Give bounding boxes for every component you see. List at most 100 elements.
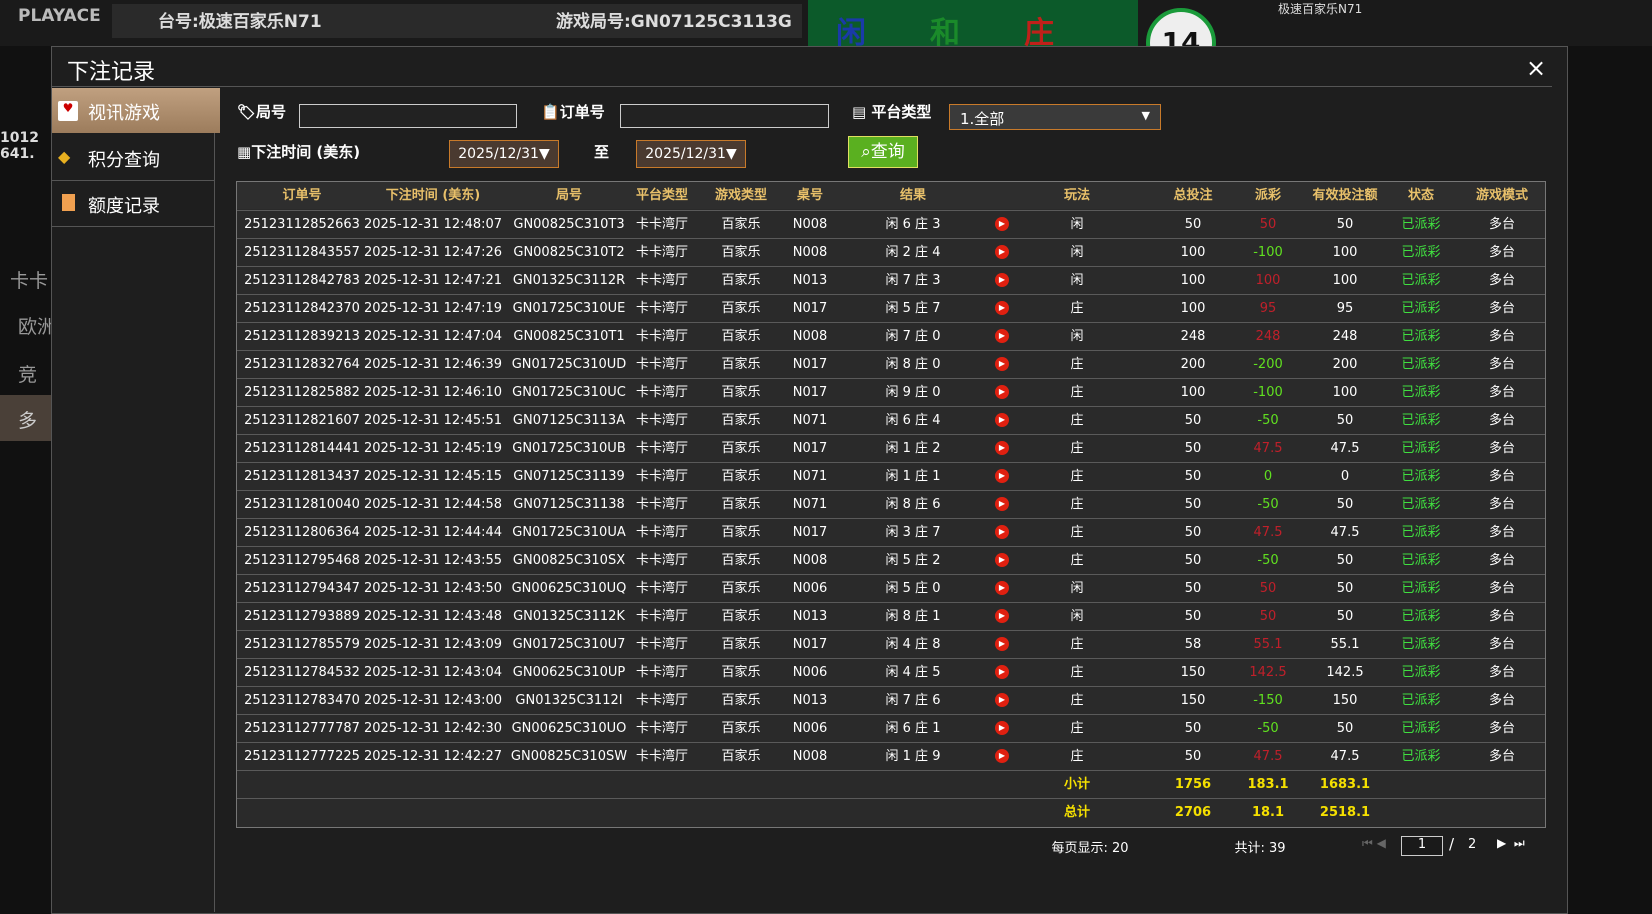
close-button[interactable]: ×: [1526, 54, 1547, 82]
cell: 闲 8 庄 6: [885, 497, 941, 512]
cell: N013: [792, 273, 828, 288]
table-row: 25123112842370 2025-12-31 12:47:19 GN01725…: [237, 294, 1545, 322]
cell: 多台: [1488, 385, 1516, 400]
nav-item[interactable]: 积分查询: [88, 150, 160, 171]
video-icon[interactable]: ▶: [995, 441, 1009, 455]
dialog-title: 下注记录: [67, 60, 156, 85]
video-icon[interactable]: ▶: [995, 609, 1009, 623]
video-icon[interactable]: ▶: [995, 273, 1009, 287]
cell: 150: [1180, 665, 1206, 680]
video-icon[interactable]: ▶: [995, 553, 1009, 567]
cell: 多台: [1488, 665, 1516, 680]
query-button[interactable]: ⌕查询: [848, 136, 918, 168]
cell: 庄: [1070, 693, 1084, 708]
cell: 25123112783470: [244, 693, 360, 708]
cell: 已派彩: [1401, 217, 1441, 232]
cell: 2025-12-31 12:48:07: [363, 217, 503, 232]
cell: 百家乐: [721, 693, 761, 708]
nav-item[interactable]: 视讯游戏: [88, 103, 160, 124]
video-icon[interactable]: ▶: [995, 301, 1009, 315]
total-cell: 18.1: [1251, 805, 1285, 820]
cell: 多台: [1488, 693, 1516, 708]
total-cell: 2706: [1174, 805, 1212, 820]
table-header: 订单号 下注时间 (美东) 局号 平台类型 游戏类型 桌号 结果 玩法 总投注 派彩 有效投注额 状态…: [237, 182, 1545, 209]
cell: GN01725C310UB: [512, 441, 626, 456]
cell: 闲 6 庄 1: [885, 721, 941, 736]
video-icon[interactable]: ▶: [995, 245, 1009, 259]
cell: 多台: [1488, 553, 1516, 568]
cell: 闲: [1070, 609, 1084, 624]
cell: 2025-12-31 12:45:15: [363, 469, 503, 484]
column-header: 总投注: [1173, 188, 1213, 203]
video-icon[interactable]: ▶: [995, 357, 1009, 371]
cell: -100: [1253, 245, 1283, 260]
date-to[interactable]: 2025/12/31▼: [636, 140, 746, 168]
cell: 闲 7 庄 0: [885, 329, 941, 344]
table-row: 25123112810040 2025-12-31 12:44:58 GN07125…: [237, 490, 1545, 518]
cell: -150: [1253, 693, 1283, 708]
video-icon[interactable]: ▶: [995, 665, 1009, 679]
video-icon[interactable]: ▶: [995, 721, 1009, 735]
page-input[interactable]: 1: [1401, 836, 1443, 856]
round-label: 🏷局号: [237, 103, 287, 121]
bet-player: 闲: [836, 16, 866, 51]
cell: 百家乐: [721, 273, 761, 288]
column-header: 状态: [1407, 188, 1435, 203]
cell: 多台: [1488, 301, 1516, 316]
cell: 闲 5 庄 2: [885, 553, 941, 568]
video-icon[interactable]: ▶: [995, 497, 1009, 511]
cell: 闲 4 庄 8: [885, 637, 941, 652]
platform-select[interactable]: 1.全部 ▼: [949, 104, 1161, 130]
video-icon[interactable]: ▶: [995, 413, 1009, 427]
cell: 多台: [1488, 413, 1516, 428]
cell: 50: [1184, 217, 1202, 232]
cell: GN00825C310SX: [512, 553, 626, 568]
cell: 已派彩: [1401, 637, 1441, 652]
first-page[interactable]: ⏮ ◀: [1362, 836, 1386, 850]
video-icon[interactable]: ▶: [995, 525, 1009, 539]
video-icon[interactable]: ▶: [995, 637, 1009, 651]
cell: GN01725C310UC: [512, 385, 626, 400]
table-row: 25123112795468 2025-12-31 12:43:55 GN00825…: [237, 546, 1545, 574]
video-icon[interactable]: ▶: [995, 581, 1009, 595]
cell: 50: [1336, 553, 1354, 568]
cell: 248: [1255, 329, 1281, 344]
table-row: 25123112839213 2025-12-31 12:47:04 GN00825…: [237, 322, 1545, 350]
nav-divider: [214, 88, 215, 912]
table-row: 25123112825882 2025-12-31 12:46:10 GN01725…: [237, 378, 1545, 406]
platform-label-text: 平台类型: [871, 103, 932, 121]
cell: N017: [792, 441, 828, 456]
cell: 50: [1184, 441, 1202, 456]
cell: 47.5: [1253, 525, 1283, 540]
video-icon[interactable]: ▶: [995, 469, 1009, 483]
video-icon[interactable]: ▶: [995, 693, 1009, 707]
cell: 50: [1336, 609, 1354, 624]
next-page[interactable]: ▶ ⏭: [1497, 836, 1525, 850]
column-header: 游戏模式: [1475, 188, 1529, 203]
round-input[interactable]: [299, 104, 517, 128]
cell: 卡卡湾厅: [635, 525, 689, 540]
cell: N013: [792, 693, 828, 708]
video-icon[interactable]: ▶: [995, 385, 1009, 399]
bet-panel: [808, 0, 1138, 46]
cell: 百家乐: [721, 497, 761, 512]
cell: -50: [1257, 553, 1279, 568]
order-input[interactable]: [620, 104, 829, 128]
cell: 已派彩: [1401, 693, 1441, 708]
cell: 闲 1 庄 2: [885, 441, 941, 456]
video-icon[interactable]: ▶: [995, 329, 1009, 343]
cell: 25123112810040: [244, 497, 360, 512]
video-icon[interactable]: ▶: [995, 749, 1009, 763]
video-icon[interactable]: ▶: [995, 217, 1009, 231]
cell: 200: [1332, 357, 1358, 372]
date-from[interactable]: 2025/12/31▼: [449, 140, 559, 168]
cell: 50: [1184, 413, 1202, 428]
nav-item[interactable]: 额度记录: [88, 196, 160, 217]
cell: 已派彩: [1401, 245, 1441, 260]
cell: 百家乐: [721, 721, 761, 736]
cell: 多台: [1488, 721, 1516, 736]
cell: 闲: [1070, 273, 1084, 288]
total-cell: 2518.1: [1319, 805, 1371, 820]
cell: 25123112814441: [244, 441, 360, 456]
cell: 50: [1336, 581, 1354, 596]
